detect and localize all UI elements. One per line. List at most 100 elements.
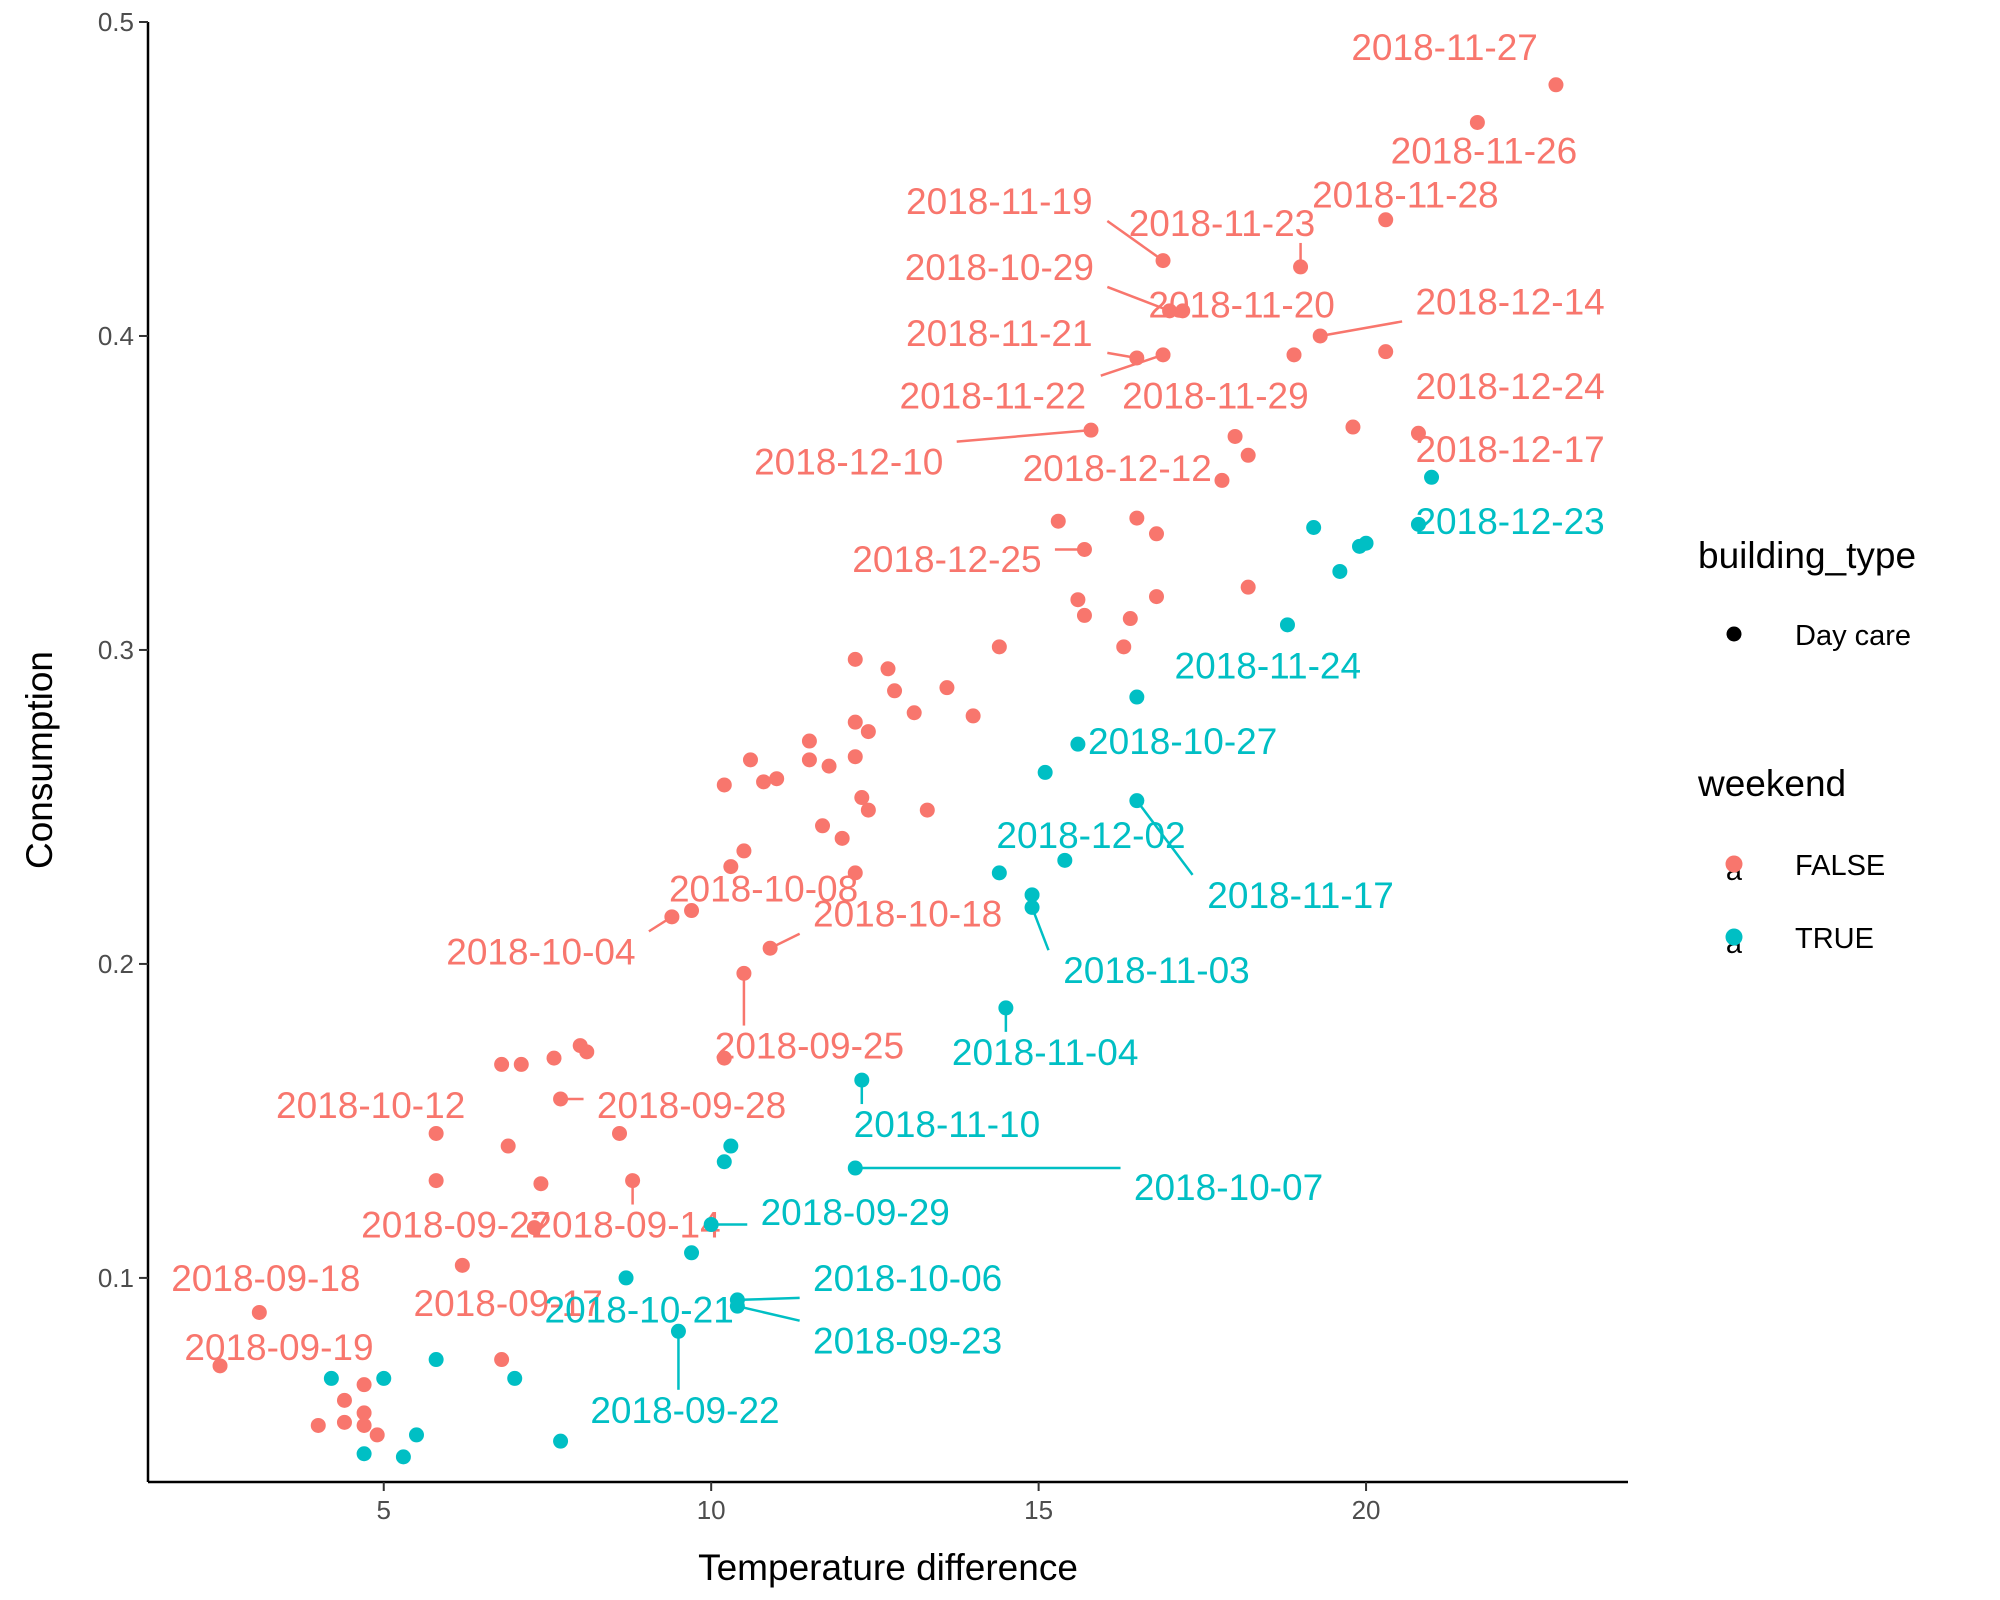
data-point-true <box>1057 852 1073 868</box>
data-point-false <box>1293 259 1309 275</box>
point-label: 2018-12-25 <box>852 539 1041 580</box>
point-label: 2018-11-10 <box>854 1104 1041 1145</box>
data-point-false <box>356 1377 372 1393</box>
data-point-false <box>801 752 817 768</box>
data-point-true <box>1410 516 1426 532</box>
data-point-true <box>507 1370 523 1386</box>
data-point-true <box>428 1352 444 1368</box>
data-point-false <box>1129 510 1145 526</box>
point-label: 2018-09-18 <box>171 1258 360 1299</box>
legend-key-true: a <box>1725 928 1743 960</box>
point-label: 2018-11-03 <box>1063 950 1250 991</box>
data-point-false <box>494 1352 510 1368</box>
data-point-false <box>500 1138 516 1154</box>
data-point-false <box>742 752 758 768</box>
point-label: 2018-09-28 <box>597 1085 786 1126</box>
point-label: 2018-09-19 <box>184 1327 373 1368</box>
y-tick-label: 0.1 <box>98 1263 134 1293</box>
data-point-false <box>880 661 896 677</box>
point-label: 2018-12-12 <box>1023 448 1212 489</box>
data-point-false <box>1122 611 1138 627</box>
point-label: 2018-12-14 <box>1415 281 1604 322</box>
legend-key-point-true <box>1725 928 1743 946</box>
data-point-false <box>756 774 772 790</box>
data-point-false <box>684 903 700 919</box>
point-label: 2018-11-19 <box>906 181 1093 222</box>
data-point-false <box>1378 344 1394 360</box>
data-point-false <box>251 1304 267 1320</box>
data-point-false <box>716 1050 732 1066</box>
data-point-true <box>1306 520 1322 536</box>
label-leader-line <box>1100 353 1164 377</box>
data-point-false <box>1378 212 1394 228</box>
point-label: 2018-12-17 <box>1415 429 1604 470</box>
data-point-false <box>821 758 837 774</box>
data-point-false <box>310 1417 326 1433</box>
data-point-false <box>1076 607 1092 623</box>
data-point-true <box>1358 535 1374 551</box>
label-leader-line <box>1135 799 1194 876</box>
data-point-true <box>1129 793 1145 809</box>
data-point-false <box>336 1414 352 1430</box>
data-point-false <box>664 909 680 925</box>
point-label: 2018-12-02 <box>996 815 1185 856</box>
data-point-false <box>1076 541 1092 557</box>
data-point-false <box>919 802 935 818</box>
data-point-true <box>998 1000 1014 1016</box>
label-leader-line <box>956 428 1092 443</box>
data-point-true <box>1129 689 1145 705</box>
data-point-false <box>834 830 850 846</box>
data-point-false <box>579 1044 595 1060</box>
data-point-false <box>553 1091 569 1107</box>
data-point-false <box>716 777 732 793</box>
point-label: 2018-12-23 <box>1415 501 1604 542</box>
point-label: 2018-09-25 <box>715 1026 904 1067</box>
point-label: 2018-11-04 <box>952 1032 1139 1073</box>
label-leader-line <box>737 1304 800 1322</box>
axes <box>146 22 1628 1484</box>
data-point-true <box>670 1323 686 1339</box>
point-label: 2018-11-28 <box>1312 175 1499 216</box>
data-point-true <box>395 1449 411 1465</box>
data-point-false <box>1070 592 1086 608</box>
data-point-false <box>1148 526 1164 542</box>
y-axis-title: Consumption <box>19 651 60 869</box>
point-label: 2018-10-06 <box>813 1258 1002 1299</box>
data-point-false <box>736 843 752 859</box>
point-label: 2018-11-27 <box>1351 27 1538 68</box>
x-tick-label: 20 <box>1352 1495 1381 1525</box>
data-point-false <box>762 940 778 956</box>
x-axis-title: Temperature difference <box>698 1547 1078 1588</box>
point-label: 2018-11-23 <box>1129 203 1316 244</box>
data-point-false <box>1129 350 1145 366</box>
x-tick-label: 10 <box>697 1495 726 1525</box>
data-point-false <box>801 733 817 749</box>
data-point-false <box>854 790 870 806</box>
point-label: 2018-11-29 <box>1122 376 1309 417</box>
data-point-false <box>1345 419 1361 435</box>
data-point-false <box>356 1405 372 1421</box>
legend-key-false: a <box>1725 855 1743 887</box>
data-point-true <box>1279 617 1295 633</box>
data-point-false <box>546 1050 562 1066</box>
data-point-false <box>736 965 752 981</box>
data-point-true <box>716 1154 732 1170</box>
data-point-false <box>625 1173 641 1189</box>
data-point-false <box>1050 513 1066 529</box>
ticks: 5 10 15 20 0.1 0.2 0.3 0.4 0.5 <box>98 7 1381 1525</box>
data-point-false <box>887 683 903 699</box>
data-point-true <box>1037 764 1053 780</box>
data-point-false <box>939 680 955 696</box>
data-point-true <box>723 1138 739 1154</box>
point-label: 2018-09-23 <box>813 1321 1002 1362</box>
point-label: 2018-10-27 <box>1088 721 1277 762</box>
point-label: 2018-10-07 <box>1134 1167 1323 1208</box>
data-point-true <box>847 1160 863 1176</box>
y-tick-label: 0.3 <box>98 635 134 665</box>
data-point-false <box>1548 77 1564 93</box>
label-leader-line <box>1106 285 1171 313</box>
data-point-true <box>991 865 1007 881</box>
data-point-false <box>526 1220 542 1236</box>
data-point-false <box>815 818 831 834</box>
